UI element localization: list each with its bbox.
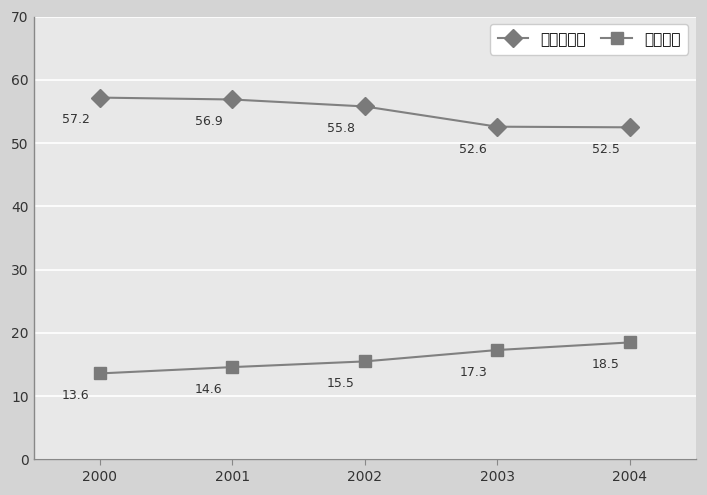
Text: 14.6: 14.6 (194, 383, 222, 396)
초대졸이상 (361, 103, 369, 109)
Text: 52.5: 52.5 (592, 143, 620, 156)
Text: 56.9: 56.9 (194, 115, 222, 128)
고졸이하 (228, 364, 237, 370)
초대졸이상 (95, 95, 104, 100)
초대졸이상 (228, 97, 237, 102)
고졸이하 (493, 347, 501, 353)
Text: 15.5: 15.5 (327, 377, 355, 390)
Text: 13.6: 13.6 (62, 389, 90, 402)
Text: 52.6: 52.6 (460, 143, 487, 155)
Legend: 초대졸이상, 고졸이하: 초대졸이상, 고졸이하 (490, 24, 688, 54)
초대졸이상 (626, 124, 634, 130)
고졸이하 (95, 370, 104, 376)
Line: 고졸이하: 고졸이하 (94, 337, 635, 379)
초대졸이상 (493, 124, 501, 130)
Text: 55.8: 55.8 (327, 122, 355, 135)
고졸이하 (361, 358, 369, 364)
Text: 17.3: 17.3 (460, 366, 487, 379)
Text: 18.5: 18.5 (592, 358, 620, 371)
Line: 초대졸이상: 초대졸이상 (93, 92, 636, 134)
고졸이하 (626, 340, 634, 346)
Text: 57.2: 57.2 (62, 113, 90, 126)
